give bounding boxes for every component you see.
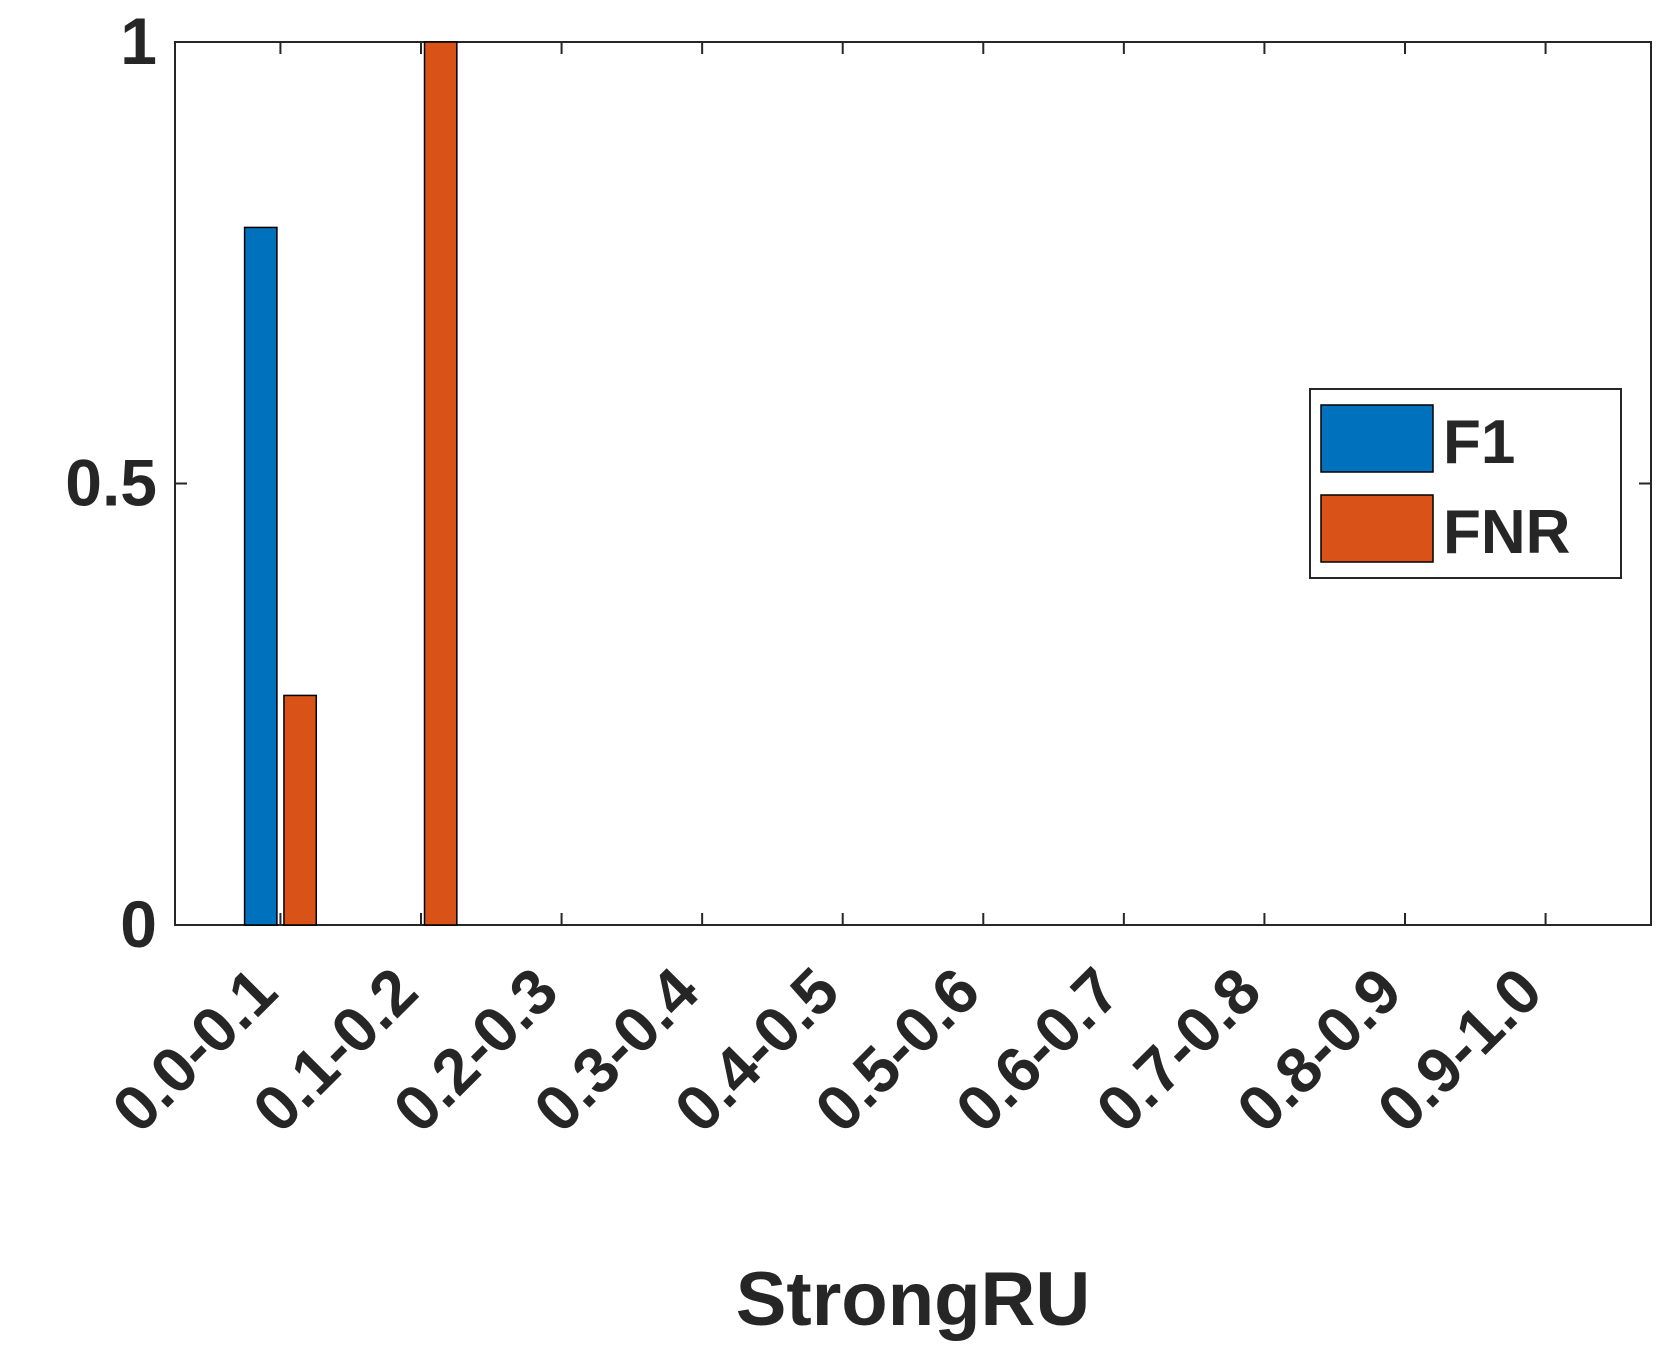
bar [423,41,458,926]
bar [283,694,318,926]
x-axis-label: StrongRU [736,1257,1091,1342]
bar [243,226,278,926]
legend-label: FNR [1443,498,1570,567]
y-tick-label: 1 [120,4,157,78]
legend-swatch [1320,404,1434,473]
legend-swatch [1320,494,1434,563]
y-tick-label: 0 [120,887,157,961]
legend-label: F1 [1443,408,1515,477]
y-tick-label: 0.5 [65,446,157,520]
